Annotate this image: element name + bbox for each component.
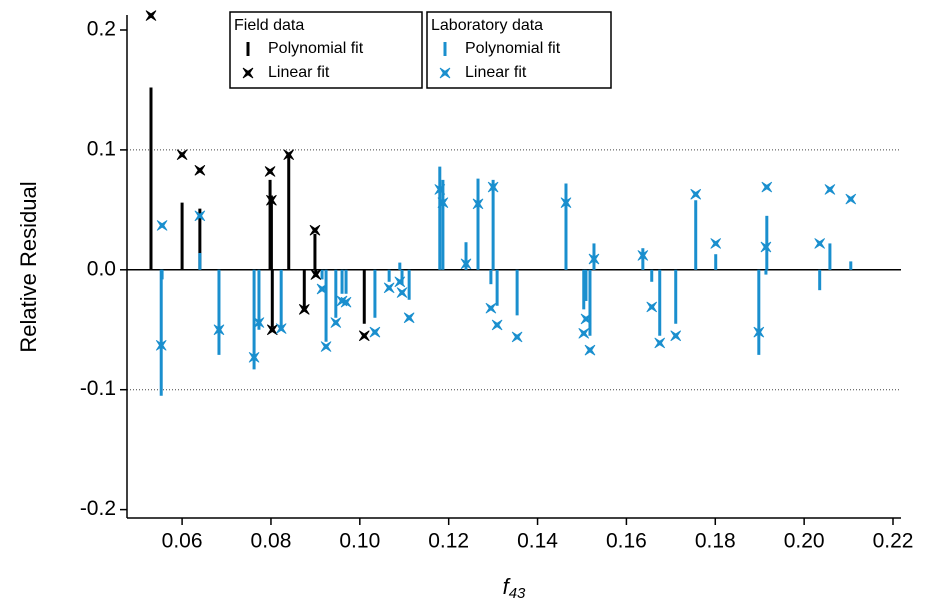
y-tick-label: -0.2 bbox=[80, 497, 116, 520]
residual-marker bbox=[396, 287, 408, 298]
y-tick-label: -0.1 bbox=[80, 377, 116, 400]
residual-marker bbox=[330, 317, 342, 328]
residual-marker bbox=[264, 166, 276, 177]
residual-marker bbox=[283, 149, 295, 161]
residual-marker bbox=[761, 181, 773, 193]
residual-marker bbox=[472, 198, 484, 210]
residual-marker bbox=[670, 330, 682, 342]
legend-title: Field data bbox=[234, 17, 304, 34]
residual-marker bbox=[584, 344, 596, 356]
y-tick-label: 0.1 bbox=[87, 137, 116, 160]
x-tick-label: 0.18 bbox=[695, 530, 736, 553]
x-tick-label: 0.08 bbox=[251, 530, 292, 553]
residual-marker bbox=[434, 184, 446, 195]
residual-marker bbox=[145, 10, 157, 21]
residual-marker bbox=[511, 331, 523, 343]
residual-marker bbox=[369, 326, 381, 338]
residual-marker bbox=[309, 224, 321, 236]
residual-marker bbox=[646, 301, 658, 313]
residual-marker bbox=[588, 253, 600, 265]
residual-marker bbox=[824, 184, 836, 195]
residual-marker bbox=[248, 351, 260, 363]
residual-marker bbox=[316, 283, 328, 295]
y-tick-label: 0.2 bbox=[87, 18, 116, 41]
residual-marker bbox=[156, 220, 168, 231]
x-axis-label: f43 bbox=[503, 574, 526, 602]
residual-marker bbox=[580, 313, 592, 325]
residual-marker bbox=[194, 164, 206, 176]
residual-marker bbox=[176, 149, 188, 161]
legend-label: Polynomial fit bbox=[268, 40, 364, 57]
residual-marker bbox=[814, 238, 826, 249]
x-tick-label: 0.06 bbox=[162, 530, 203, 553]
x-axis-label-main: f bbox=[503, 574, 512, 599]
residual-marker bbox=[403, 312, 415, 324]
residual-marker bbox=[394, 276, 406, 288]
residual-marker bbox=[654, 337, 666, 349]
residual-marker bbox=[340, 296, 352, 308]
residual-marker bbox=[310, 269, 322, 280]
residual-marker bbox=[213, 324, 225, 336]
residual-marker bbox=[753, 326, 765, 338]
legend-label: Polynomial fit bbox=[465, 40, 561, 57]
residual-marker bbox=[266, 194, 277, 206]
residual-marker bbox=[760, 241, 772, 253]
residual-marker bbox=[460, 258, 472, 270]
legend-swatch bbox=[439, 67, 451, 79]
x-tick-label: 0.14 bbox=[517, 530, 558, 553]
residual-marker bbox=[194, 210, 206, 222]
x-tick-label: 0.20 bbox=[784, 530, 825, 553]
residual-marker bbox=[845, 193, 857, 205]
residual-marker bbox=[437, 197, 449, 208]
residual-marker bbox=[491, 319, 503, 331]
legend-title: Laboratory data bbox=[431, 17, 543, 34]
residual-marker bbox=[275, 323, 287, 334]
y-axis-label: Relative Residual bbox=[16, 181, 41, 352]
residual-marker bbox=[253, 317, 265, 328]
residual-marker bbox=[266, 324, 278, 336]
y-tick-label: 0.0 bbox=[87, 257, 116, 280]
x-tick-label: 0.22 bbox=[873, 530, 914, 553]
residual-marker bbox=[710, 238, 722, 249]
legend-label: Linear fit bbox=[268, 64, 330, 81]
x-axis-label-sub: 43 bbox=[509, 585, 526, 602]
residual-marker bbox=[358, 330, 370, 342]
residual-marker bbox=[298, 304, 310, 315]
residual-marker bbox=[155, 340, 167, 351]
residual-marker bbox=[383, 282, 395, 294]
residual-marker bbox=[485, 302, 497, 314]
residual-marker bbox=[487, 181, 499, 193]
residual-marker bbox=[578, 328, 590, 339]
x-tick-label: 0.12 bbox=[428, 530, 469, 553]
residual-marker bbox=[560, 197, 572, 208]
legend-box bbox=[229, 11, 423, 89]
x-tick-label: 0.16 bbox=[606, 530, 647, 553]
legend-label: Linear fit bbox=[465, 64, 527, 81]
legend-box bbox=[426, 11, 612, 89]
residual-marker bbox=[320, 341, 332, 352]
legend-swatch bbox=[242, 67, 254, 79]
residual-marker bbox=[690, 188, 702, 200]
residual-marker bbox=[637, 250, 649, 261]
x-tick-label: 0.10 bbox=[339, 530, 380, 553]
